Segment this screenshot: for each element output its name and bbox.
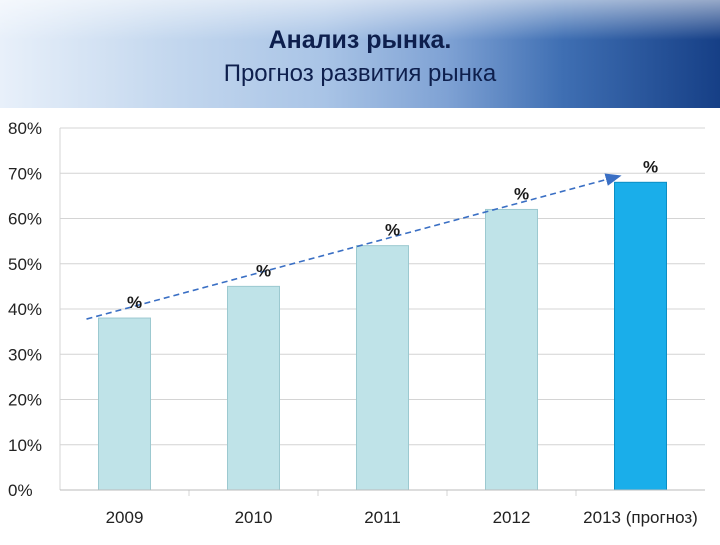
data-label: % — [643, 157, 658, 176]
bar-2013 — [614, 181, 667, 491]
y-tick-label: 20% — [8, 391, 42, 410]
y-tick-label: 50% — [8, 255, 42, 274]
y-tick-label: 10% — [8, 436, 42, 455]
bar-2012 — [485, 208, 538, 491]
bar-2011 — [356, 245, 409, 491]
trend-arrow — [86, 173, 622, 320]
y-tick-label: 80% — [8, 119, 42, 138]
data-label: % — [385, 221, 400, 240]
bar-2009 — [98, 317, 151, 491]
data-label: % — [256, 261, 271, 280]
y-tick-label: 40% — [8, 300, 42, 319]
chart-area: 0% 10% 20% 30% 40% 50% 60% 70% 80% %%%%% 2009 201… — [0, 108, 720, 540]
y-tick-label: 60% — [8, 210, 42, 229]
x-tick-label: 2010 — [235, 508, 273, 527]
bar-chart: 0% 10% 20% 30% 40% 50% 60% 70% 80% %%%%% 2009 201… — [8, 119, 705, 527]
data-label: % — [514, 184, 529, 203]
x-tick-label: 2009 — [106, 508, 144, 527]
data-label: % — [127, 293, 142, 312]
x-tick-label: 2012 — [493, 508, 531, 527]
bars — [98, 181, 667, 491]
y-tick-label: 30% — [8, 345, 42, 364]
trend — [86, 173, 622, 320]
y-tick-label: 70% — [8, 164, 42, 183]
x-axis: 2009 2010 2011 2012 2013 (прогноз) — [60, 489, 705, 527]
bar-2010 — [227, 285, 280, 491]
slide-header: Анализ рынка. Прогноз развития рынка — [0, 0, 720, 108]
x-tick-label: 2013 (прогноз) — [583, 508, 698, 527]
y-tick-label: 0% — [8, 481, 33, 500]
data-labels: %%%%% — [127, 157, 658, 312]
x-tick-label: 2011 — [364, 508, 401, 527]
slide-title: Анализ рынка. — [268, 26, 452, 54]
slide-subtitle: Прогноз развития рынка — [223, 60, 497, 87]
y-axis: 0% 10% 20% 30% 40% 50% 60% 70% 80% — [8, 119, 61, 500]
